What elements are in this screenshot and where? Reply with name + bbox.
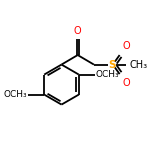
Text: CH₃: CH₃ (129, 60, 147, 70)
Text: O: O (123, 78, 130, 88)
Text: OCH₃: OCH₃ (3, 90, 27, 99)
Text: OCH₃: OCH₃ (96, 70, 120, 79)
Text: S: S (108, 60, 116, 70)
Text: O: O (74, 26, 81, 36)
Text: O: O (123, 41, 130, 51)
